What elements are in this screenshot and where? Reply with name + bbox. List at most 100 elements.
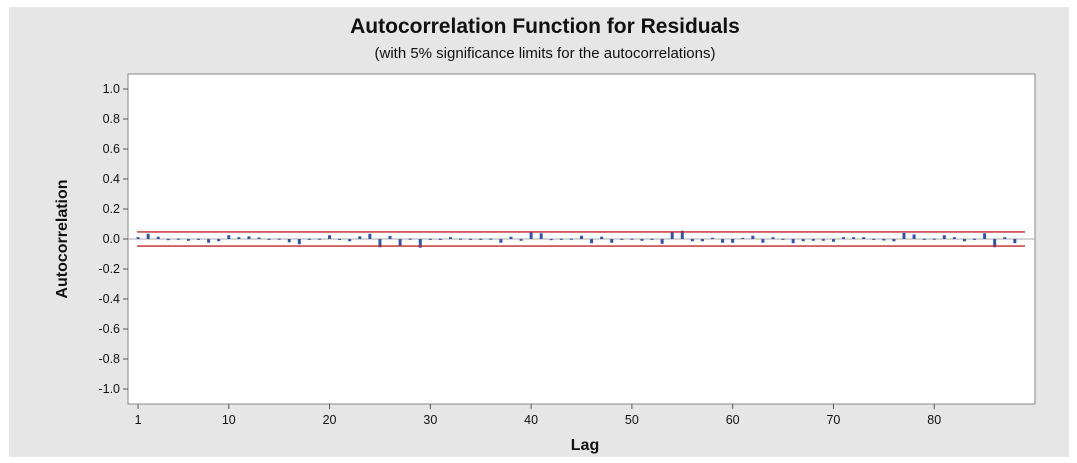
acf-bar [952, 237, 956, 239]
x-tick-label: 50 [625, 413, 639, 427]
acf-bar [479, 238, 483, 240]
x-tick-label: 40 [524, 413, 538, 427]
acf-bar [499, 239, 503, 243]
acf-bar [650, 238, 654, 240]
acf-bar [741, 237, 745, 239]
acf-bar [459, 238, 463, 240]
acf-bar [519, 239, 523, 241]
chart-subtitle: (with 5% significance limits for the aut… [375, 45, 716, 62]
acf-bar [408, 238, 412, 240]
acf-bar [902, 233, 906, 239]
acf-bar [176, 238, 180, 240]
acf-bar [610, 239, 614, 243]
acf-bar [549, 239, 553, 241]
acf-bar [146, 233, 150, 239]
y-tick-label: 0.4 [103, 172, 120, 186]
acf-bar [257, 237, 261, 239]
y-tick-label: 0.2 [103, 202, 120, 216]
acf-bar [418, 239, 422, 248]
chart-title: Autocorrelation Function for Residuals [350, 15, 740, 38]
acf-bar [962, 239, 966, 242]
acf-bar [872, 238, 876, 240]
acf-bar [1013, 239, 1017, 244]
acf-bar [831, 239, 835, 242]
x-tick-label: 30 [423, 413, 437, 427]
acf-bar [791, 239, 795, 244]
acf-bar [569, 238, 573, 240]
acf-bar [156, 236, 160, 239]
acf-bar [700, 239, 704, 242]
acf-bar [328, 235, 332, 239]
acf-bar [559, 238, 563, 240]
acf-bar [811, 239, 815, 241]
acf-bar [862, 237, 866, 239]
acf-bar [932, 238, 936, 240]
acf-bar [448, 237, 452, 239]
acf-bar [489, 238, 493, 240]
acf-bar [166, 239, 170, 241]
acf-bar [690, 239, 694, 242]
y-axis: 1.0 0.8 0.6 0.4 0.2 0.0 -0.2 -0.4 -0.6 -0.8 -1.0 [98, 82, 128, 396]
x-tick-label: 20 [323, 413, 337, 427]
acf-bar [721, 239, 725, 243]
acf-bar [892, 239, 896, 242]
y-tick-label: 1.0 [103, 82, 120, 96]
acf-bar [378, 239, 382, 248]
y-tick-label: -0.8 [98, 352, 120, 366]
acf-bar [136, 237, 140, 239]
y-axis-title: Autocorrelation [54, 179, 71, 298]
acf-bar [620, 238, 624, 240]
acf-bar [338, 238, 342, 241]
x-tick-label: 80 [927, 413, 941, 427]
acf-bar [277, 238, 281, 240]
acf-bar [942, 235, 946, 239]
acf-bar [297, 239, 301, 245]
acf-bar [751, 235, 755, 239]
acf-bar [398, 239, 402, 246]
acf-bar [580, 235, 583, 239]
acf-bar [469, 238, 473, 240]
acf-bar [821, 239, 825, 241]
acf-bar [307, 238, 311, 240]
acf-bar [912, 234, 916, 239]
y-tick-label: 0.8 [103, 112, 120, 126]
chart-frame: Autocorrelation Function for Residuals (… [9, 7, 1069, 457]
acf-bar [539, 233, 543, 239]
acf-bar [983, 233, 987, 239]
acf-bar [197, 238, 201, 240]
acf-bar [731, 239, 735, 243]
acf-bar [227, 235, 231, 239]
acf-bar [317, 238, 321, 240]
acf-bar [993, 239, 997, 248]
acf-bar [590, 239, 594, 244]
acf-bar [882, 239, 886, 241]
acf-bar [711, 237, 715, 239]
x-tick-label: 1 [135, 413, 142, 427]
x-tick-label: 10 [222, 413, 236, 427]
acf-bar [801, 239, 805, 242]
acf-bar [670, 231, 674, 239]
acf-bar [207, 239, 211, 243]
acf-bar [1003, 237, 1007, 239]
acf-bar [771, 237, 775, 239]
acf-bar [438, 238, 442, 240]
acf-bar [358, 236, 362, 239]
acf-chart: Autocorrelation Function for Residuals (… [54, 15, 1036, 454]
y-tick-label: -0.6 [98, 322, 120, 336]
acf-bar [842, 237, 846, 239]
acf-bar [186, 239, 190, 241]
acf-bar [761, 239, 765, 243]
y-tick-label: -1.0 [98, 382, 120, 396]
acf-bar [781, 238, 785, 240]
acf-bar [922, 238, 926, 240]
x-axis: 1 10 20 30 40 50 60 70 80 [135, 404, 941, 427]
y-tick-label: 0.0 [103, 232, 120, 246]
acf-bar [680, 230, 684, 239]
y-tick-label: -0.4 [98, 292, 120, 306]
acf-bar [217, 239, 221, 242]
y-tick-label: -0.2 [98, 262, 120, 276]
acf-bar [247, 236, 251, 239]
acf-bar [509, 236, 513, 239]
acf-bar [630, 238, 634, 240]
acf-bar [388, 236, 392, 239]
